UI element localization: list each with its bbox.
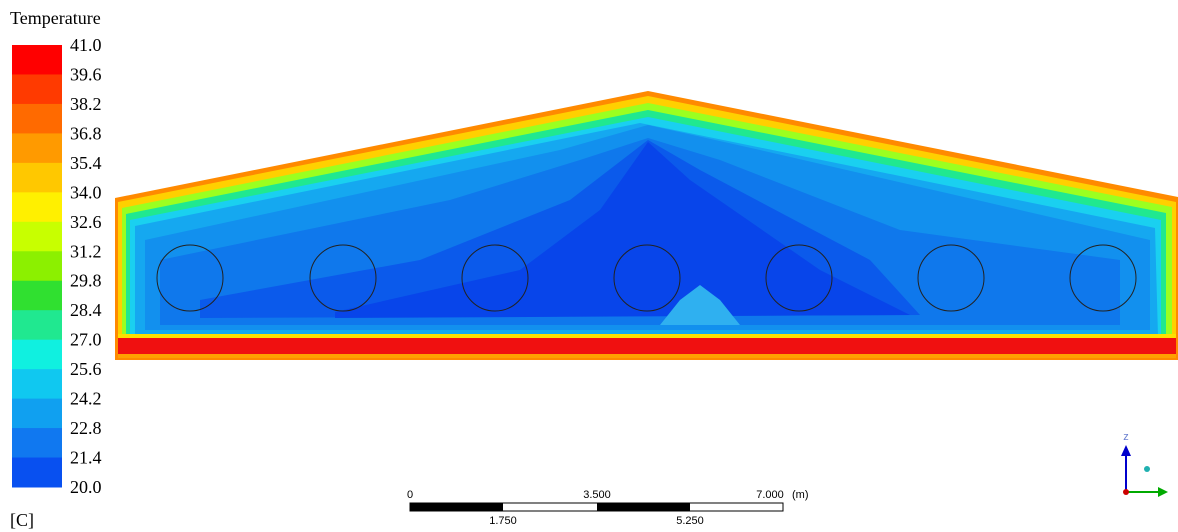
color-band xyxy=(12,369,62,400)
color-band xyxy=(12,162,62,193)
legend-tick-label: 41.0 xyxy=(70,35,102,55)
scale-unit: (m) xyxy=(792,489,809,501)
color-band xyxy=(12,74,62,105)
legend-tick-label: 34.0 xyxy=(70,182,102,202)
axis-triad xyxy=(1121,445,1168,497)
color-band xyxy=(12,310,62,341)
color-band xyxy=(12,221,62,252)
legend-ticks: 41.0 39.6 38.2 36.8 35.4 34.0 32.6 31.2 29.8 28.4… xyxy=(70,35,102,497)
color-bar xyxy=(12,45,62,488)
legend-tick-label: 27.0 xyxy=(70,330,102,350)
legend-tick-label: 20.0 xyxy=(70,477,102,497)
legend-tick-label: 31.2 xyxy=(70,241,102,261)
legend-tick-label: 25.6 xyxy=(70,359,102,379)
color-band xyxy=(12,398,62,429)
color-band xyxy=(12,251,62,282)
scale-label: 1.750 xyxy=(489,515,517,527)
legend-unit: [C] xyxy=(10,510,34,530)
legend-tick-label: 39.6 xyxy=(70,64,102,84)
color-band xyxy=(12,103,62,134)
legend-tick-label: 35.4 xyxy=(70,153,102,173)
legend-tick-label: 21.4 xyxy=(70,448,102,468)
scale-label: 3.500 xyxy=(583,489,611,501)
color-band xyxy=(12,428,62,459)
legend-tick-label: 32.6 xyxy=(70,212,102,232)
legend-tick-label: 29.8 xyxy=(70,271,102,291)
color-band xyxy=(12,457,62,488)
scale-label: 7.000 xyxy=(756,489,784,501)
legend-title: Temperature xyxy=(10,8,101,28)
legend-tick-label: 24.2 xyxy=(70,389,102,409)
legend-tick-label: 28.4 xyxy=(70,300,102,320)
scale-label: 5.250 xyxy=(676,515,704,527)
color-band xyxy=(12,133,62,164)
color-band xyxy=(12,192,62,223)
scale-label: 0 xyxy=(407,489,413,501)
scale-bar xyxy=(409,502,784,512)
legend-tick-label: 36.8 xyxy=(70,123,102,143)
color-band xyxy=(12,280,62,311)
contour-plot xyxy=(115,91,1178,360)
color-band xyxy=(12,339,62,370)
legend-tick-label: 38.2 xyxy=(70,94,102,114)
triad-label: z xyxy=(1123,431,1129,443)
legend-tick-label: 22.8 xyxy=(70,418,102,438)
color-band xyxy=(12,45,62,75)
